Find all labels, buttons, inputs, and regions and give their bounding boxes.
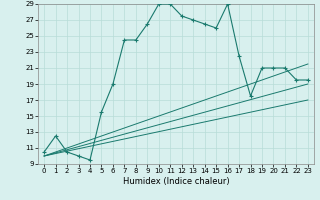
X-axis label: Humidex (Indice chaleur): Humidex (Indice chaleur) xyxy=(123,177,229,186)
